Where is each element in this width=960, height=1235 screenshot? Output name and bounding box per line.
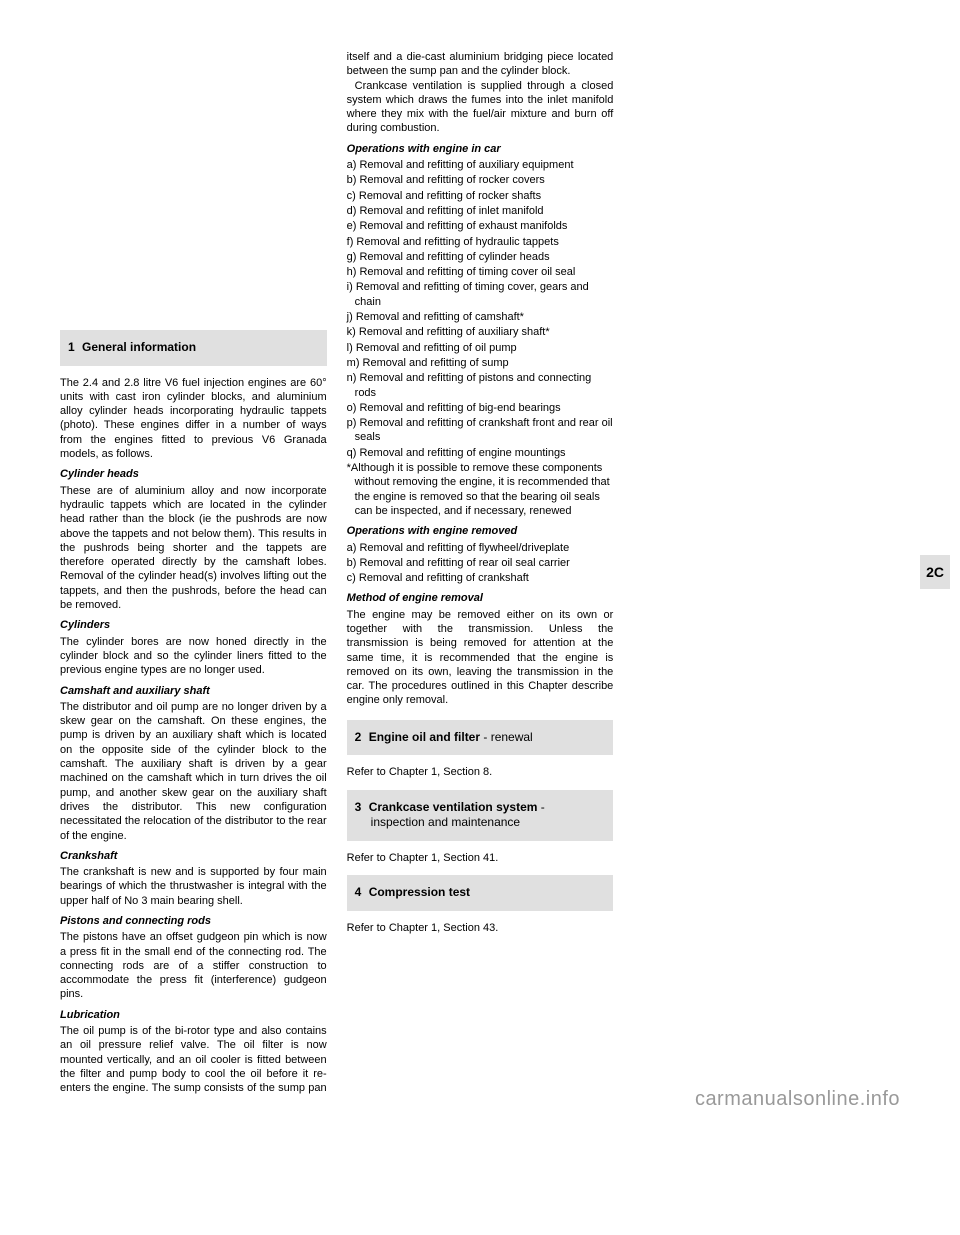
subhead-ops-in-car: Operations with engine in car [347, 142, 614, 156]
section-1-header: 1 General information [60, 330, 327, 366]
section-2-title: Engine oil and filter [369, 730, 480, 744]
para-cylinder-heads: These are of aluminium alloy and now inc… [60, 484, 327, 613]
list-item: p) Removal and refitting of crankshaft f… [355, 416, 614, 445]
list-item: d) Removal and refitting of inlet manifo… [355, 204, 614, 218]
section-4-ref: Refer to Chapter 1, Section 43. [347, 921, 614, 935]
section-1-title: General information [82, 340, 196, 354]
para-camshaft: The distributor and oil pump are no long… [60, 700, 327, 843]
top-margin-space [60, 50, 327, 330]
list-item: b) Removal and refitting of rocker cover… [355, 173, 614, 187]
section-2-ref: Refer to Chapter 1, Section 8. [347, 765, 614, 779]
section-2-number: 2 [355, 730, 362, 744]
list-item: b) Removal and refitting of rear oil sea… [355, 556, 614, 570]
list-item: a) Removal and refitting of auxiliary eq… [355, 158, 614, 172]
list-item: l) Removal and refitting of oil pump [355, 341, 614, 355]
main-content: 1 General information The 2.4 and 2.8 li… [0, 0, 960, 1130]
subhead-cylinder-heads: Cylinder heads [60, 467, 327, 481]
list-item: g) Removal and refitting of cylinder hea… [355, 250, 614, 264]
section-2-header: 2 Engine oil and filter - renewal [347, 720, 614, 756]
para-method: The engine may be removed either on its … [347, 608, 614, 708]
list-item: j) Removal and refitting of camshaft* [355, 310, 614, 324]
subhead-ops-removed: Operations with engine removed [347, 524, 614, 538]
list-item: i) Removal and refitting of timing cover… [355, 280, 614, 309]
list-item: h) Removal and refitting of timing cover… [355, 265, 614, 279]
ops-note: *Although it is possible to remove these… [355, 461, 614, 518]
subhead-method: Method of engine removal [347, 591, 614, 605]
subhead-lubrication: Lubrication [60, 1008, 327, 1022]
spacer [347, 708, 614, 720]
subhead-camshaft: Camshaft and auxiliary shaft [60, 684, 327, 698]
section-4-number: 4 [355, 885, 362, 899]
para-cylinders: The cylinder bores are now honed directl… [60, 635, 327, 678]
list-item: k) Removal and refitting of auxiliary sh… [355, 325, 614, 339]
subhead-crankshaft: Crankshaft [60, 849, 327, 863]
section-3-header: 3 Crankcase ventilation system - inspect… [347, 790, 614, 841]
list-item: c) Removal and refitting of crankshaft [355, 571, 614, 585]
list-item: c) Removal and refitting of rocker shaft… [355, 189, 614, 203]
para-pistons: The pistons have an offset gudgeon pin w… [60, 930, 327, 1001]
section-3-ref: Refer to Chapter 1, Section 41. [347, 851, 614, 865]
list-item: e) Removal and refitting of exhaust mani… [355, 219, 614, 233]
list-item: f) Removal and refitting of hydraulic ta… [355, 235, 614, 249]
list-item: n) Removal and refitting of pistons and … [355, 371, 614, 400]
section-3-title: Crankcase ventilation system [369, 800, 538, 814]
section-3-number: 3 [355, 800, 362, 814]
para-lubrication-2: Crankcase ventilation is supplied throug… [347, 79, 614, 136]
section-3-subtitle: - [537, 800, 544, 814]
section-1-intro: The 2.4 and 2.8 litre V6 fuel injection … [60, 376, 327, 462]
subhead-pistons: Pistons and connecting rods [60, 914, 327, 928]
section-4-header: 4 Compression test [347, 875, 614, 911]
page-tab: 2C [920, 555, 950, 589]
list-item: m) Removal and refitting of sump [355, 356, 614, 370]
section-4-title: Compression test [369, 885, 470, 899]
section-2-subtitle: - renewal [480, 730, 533, 744]
list-item: q) Removal and refitting of engine mount… [355, 446, 614, 460]
section-1-number: 1 [68, 340, 75, 354]
list-item: a) Removal and refitting of flywheel/dri… [355, 541, 614, 555]
watermark: carmanualsonline.info [695, 1086, 900, 1112]
section-3-indent: inspection and maintenance [371, 815, 606, 831]
para-crankshaft: The crankshaft is new and is supported b… [60, 865, 327, 908]
subhead-cylinders: Cylinders [60, 618, 327, 632]
list-item: o) Removal and refitting of big-end bear… [355, 401, 614, 415]
